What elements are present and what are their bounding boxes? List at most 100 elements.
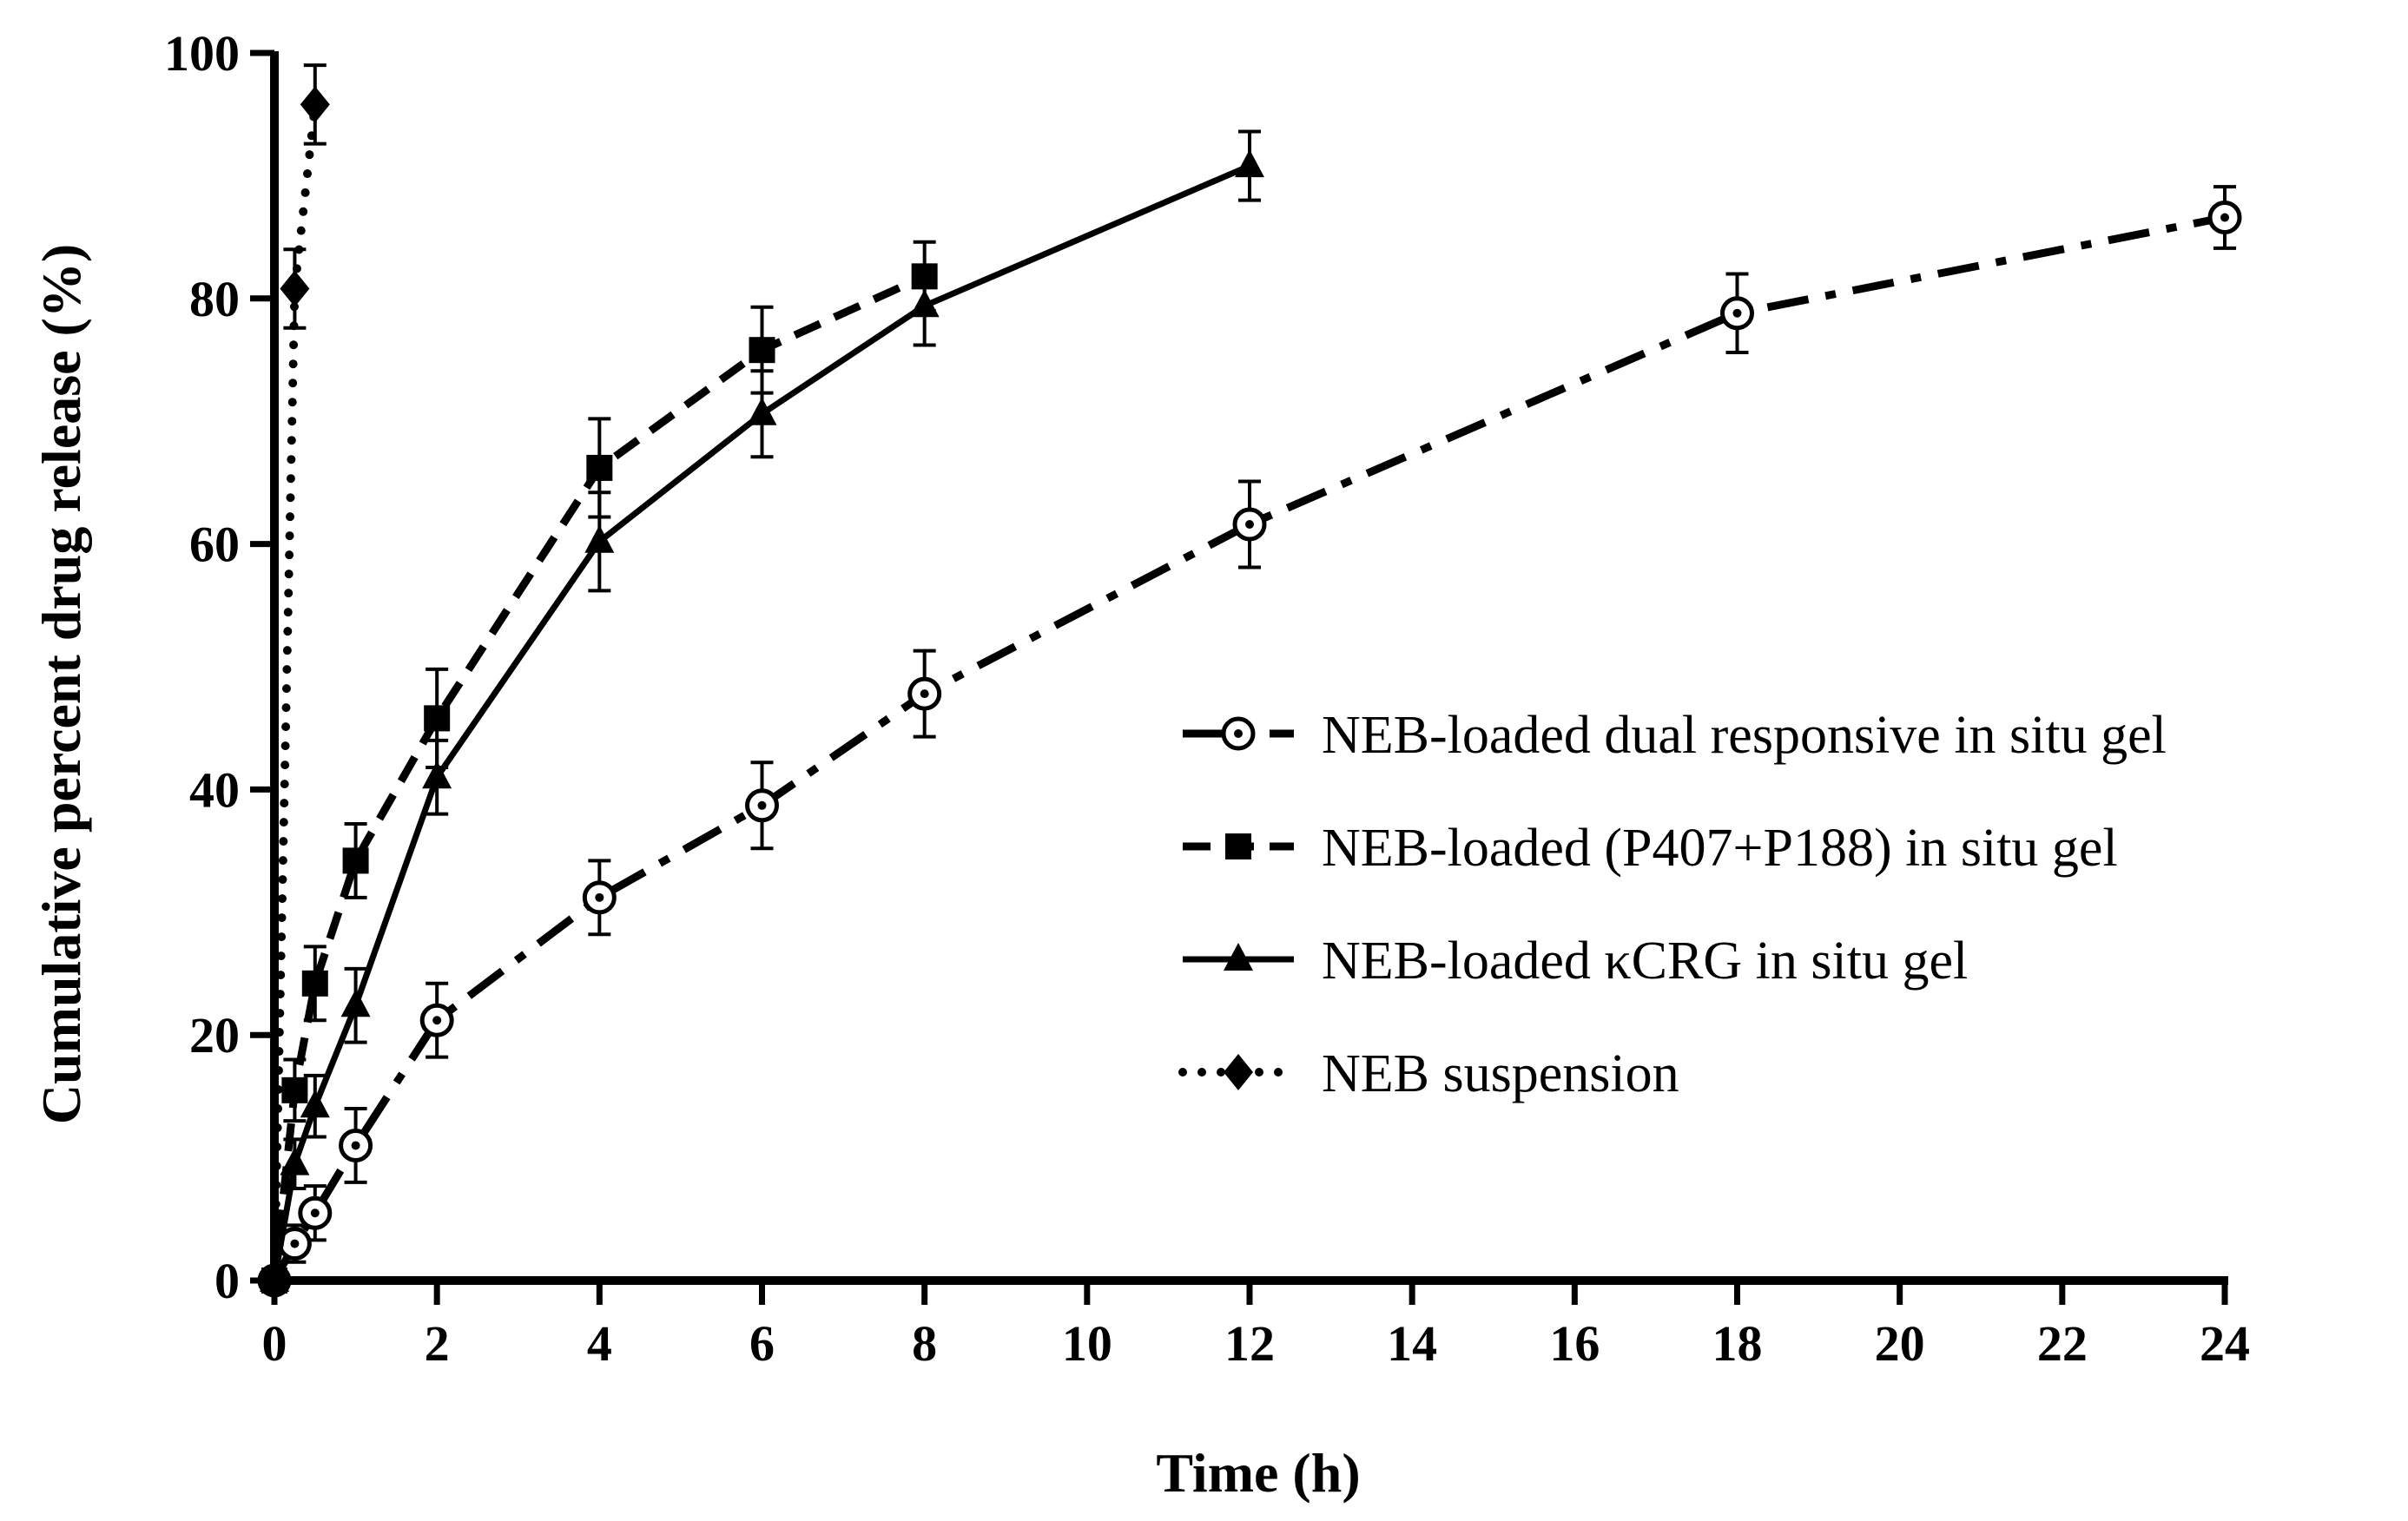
data-point — [260, 1262, 289, 1299]
data-point — [277, 1227, 312, 1261]
marker-dot — [1245, 519, 1254, 529]
series-3 — [260, 63, 330, 1299]
marker-triangle — [747, 397, 777, 425]
data-point — [301, 970, 328, 997]
data-point — [909, 289, 940, 318]
data-point — [1232, 507, 1267, 542]
data-point — [586, 454, 613, 481]
x-tick-label: 20 — [1875, 1315, 1925, 1372]
legend-item-1: NEB-loaded (P407+P188) in situ gel — [1183, 819, 2118, 878]
legend-marker — [1224, 1054, 1253, 1090]
data-point — [422, 760, 452, 789]
x-tick-label: 8 — [912, 1315, 937, 1372]
marker-dot — [351, 1141, 360, 1150]
data-point — [582, 880, 617, 915]
series — [257, 63, 2242, 1299]
x-tick-label: 16 — [1549, 1315, 1600, 1372]
x-tick-label: 14 — [1387, 1315, 1437, 1372]
marker-dot — [1732, 308, 1742, 318]
data-point — [745, 788, 779, 823]
series-0 — [257, 185, 2242, 1298]
marker-triangle — [340, 989, 371, 1017]
legend-marker — [1221, 716, 1256, 751]
x-tick-label: 12 — [1224, 1315, 1275, 1372]
marker-dot — [310, 1208, 320, 1218]
x-tick-label: 22 — [2037, 1315, 2088, 1372]
data-point — [280, 1147, 310, 1175]
y-tick-label: 0 — [214, 1253, 240, 1309]
y-axis-label: Cumulative percent drug release (%) — [30, 244, 92, 1124]
marker-diamond — [300, 86, 330, 123]
x-tick-label: 10 — [1062, 1315, 1112, 1372]
marker-triangle — [422, 760, 452, 789]
legend-label: NEB-loaded dual responsive in situ gel — [1322, 706, 2167, 765]
series-line — [270, 273, 927, 1281]
marker-diamond — [280, 270, 310, 307]
data-point — [300, 86, 330, 123]
marker-dot — [290, 1239, 300, 1248]
marker-triangle — [584, 524, 615, 553]
marker-triangle — [1224, 943, 1253, 971]
y-tick-label: 100 — [164, 25, 240, 82]
marker-dot — [1234, 729, 1243, 738]
x-tick-label: 24 — [2200, 1315, 2250, 1372]
legend-item-3: NEB suspension — [1178, 1044, 1679, 1103]
marker-square — [281, 1077, 308, 1103]
marker-triangle — [300, 1090, 330, 1118]
marker-dot — [432, 1016, 442, 1025]
legend-label: NEB suspension — [1322, 1044, 1679, 1103]
marker-diamond — [260, 1262, 289, 1299]
data-point — [342, 847, 369, 874]
marker-square — [301, 970, 328, 997]
data-point — [2207, 200, 2242, 234]
marker-square — [586, 454, 613, 481]
x-axis-label: Time (h) — [1156, 1442, 1360, 1504]
x-tick-label: 4 — [587, 1315, 612, 1372]
marker-dot — [920, 689, 929, 699]
series-2 — [260, 129, 1264, 1292]
marker-dot — [757, 800, 767, 810]
marker-square — [1225, 833, 1251, 859]
data-point — [749, 337, 775, 364]
data-point — [340, 989, 371, 1017]
data-point — [424, 705, 451, 732]
marker-square — [342, 847, 369, 874]
marker-square — [749, 337, 775, 364]
marker-triangle — [280, 1147, 310, 1175]
data-point — [280, 270, 310, 307]
data-point — [907, 676, 942, 711]
data-point — [1720, 296, 1754, 331]
legend: NEB-loaded dual responsive in situ gel NE… — [1178, 706, 2167, 1103]
marker-dot — [595, 892, 604, 902]
legend-label: NEB-loaded (P407+P188) in situ gel — [1322, 819, 2118, 878]
legend-label: NEB-loaded κCRG in situ gel — [1322, 932, 1968, 991]
y-tick-label: 60 — [189, 517, 240, 573]
marker-triangle — [909, 289, 940, 318]
data-point — [584, 524, 615, 553]
data-point — [339, 1128, 373, 1162]
x-tick-label: 2 — [425, 1315, 450, 1372]
y-tick-label: 40 — [189, 761, 240, 818]
data-point — [298, 1195, 333, 1230]
marker-triangle — [1235, 149, 1264, 178]
marker-diamond — [1224, 1054, 1253, 1090]
x-tick-label: 0 — [262, 1315, 287, 1372]
data-point — [419, 1003, 454, 1037]
legend-marker — [1224, 943, 1253, 971]
y-tick-label: 80 — [189, 271, 240, 327]
legend-marker — [1225, 833, 1251, 859]
marker-square — [424, 705, 451, 732]
marker-dot — [2220, 213, 2229, 222]
data-point — [1235, 149, 1264, 178]
y-tick-label: 20 — [189, 1007, 240, 1063]
x-tick-label: 18 — [1712, 1315, 1763, 1372]
legend-item-0: NEB-loaded dual responsive in situ gel — [1183, 706, 2167, 765]
x-tick-label: 6 — [749, 1315, 775, 1372]
data-point — [281, 1077, 308, 1103]
data-point — [747, 397, 777, 425]
data-point — [300, 1090, 330, 1118]
legend-item-2: NEB-loaded κCRG in situ gel — [1183, 932, 1968, 991]
